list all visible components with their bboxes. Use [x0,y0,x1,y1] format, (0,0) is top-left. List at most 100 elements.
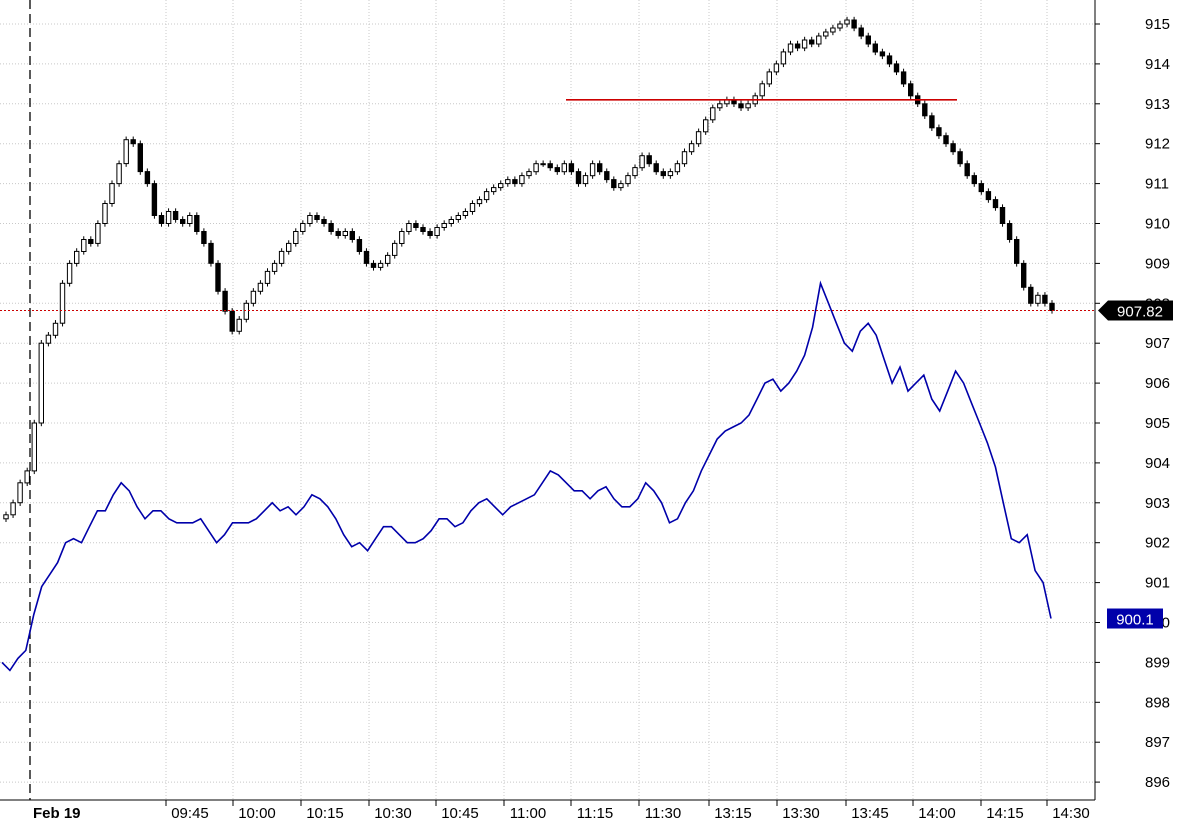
y-tick-label: 899 [1145,654,1170,671]
candle [971,175,977,185]
candle [787,43,794,53]
candle [455,215,462,220]
x-axis-ticks: 09:45 10:00 10:15 10:30 10:45 11:00 11:15 11:30… [165,800,1090,822]
candle [158,215,165,224]
x-tick-label: 11:15 [577,805,613,822]
candle [52,322,59,336]
candle [441,223,447,228]
candle [151,183,158,217]
y-tick-label: 901 [1145,575,1170,592]
x-tick-label: 10:45 [441,805,479,822]
candle [3,514,9,520]
candle [498,183,504,189]
candle [865,35,871,45]
candle [208,242,214,264]
candle [660,171,666,177]
candle [851,19,857,29]
candle [1049,302,1055,311]
candle [858,27,864,37]
candle [717,103,723,109]
candle [908,83,914,97]
candle [476,199,483,205]
candle [674,163,681,173]
candle [286,242,292,252]
candle [794,43,801,49]
candle [38,342,44,424]
candle [123,139,129,165]
blue-line-series [1,280,1052,672]
x-tick-label: 11:00 [510,805,546,822]
candle [738,103,744,109]
y-tick-label: 915 [1145,16,1170,33]
candle [356,239,363,252]
candlestick-series [3,16,1055,522]
x-tick-label: 13:45 [851,805,889,822]
candle [589,163,596,177]
y-tick-label: 911 [1145,176,1169,193]
candle [194,215,200,232]
candle [964,163,970,177]
candle [406,223,412,232]
candle [293,231,299,244]
candle [978,183,984,193]
candle [257,282,264,292]
candle [801,39,808,49]
candle [632,167,638,177]
y-tick-label: 896 [1145,774,1170,791]
candle [321,219,327,224]
x-tick-label: 14:30 [1052,805,1090,822]
candle [900,71,907,85]
candle [519,175,525,185]
candle [377,262,384,268]
candle [929,115,935,129]
candle [59,282,66,324]
candle [1042,294,1048,304]
candle [823,31,829,37]
last-price-tag [1098,300,1173,321]
candle [434,227,440,236]
candle [505,179,511,185]
y-tick-label: 910 [1145,216,1170,233]
y-tick-label: 904 [1145,455,1170,472]
candle [766,71,772,85]
candle [300,223,306,232]
x-tick-label: 14:15 [986,805,1024,822]
candle [950,143,956,153]
candle [31,422,37,472]
candle [745,103,751,109]
candle [307,215,313,224]
candle [943,135,949,145]
candle [1035,294,1041,304]
candle [611,179,617,189]
candle [172,211,179,220]
blue-last-tag [1107,608,1163,629]
candle [893,63,900,73]
candle [88,239,94,244]
candle [809,39,815,45]
candle [618,183,624,189]
candle [759,83,765,97]
candle [985,191,992,201]
blue-last-tag-label: 900.1 [1116,612,1154,629]
candle [625,175,631,185]
candle [370,262,377,268]
candle [130,139,136,145]
candle [392,242,398,256]
candle [201,231,207,244]
candle [533,163,539,173]
candle [236,318,242,332]
x-tick-label: 10:30 [374,805,412,822]
candle [561,163,567,173]
candle [137,143,144,173]
candle [681,151,688,165]
candle [187,215,193,224]
candle [922,103,928,117]
y-tick-label: 903 [1145,495,1170,512]
candle [74,250,80,264]
y-tick-label: 914 [1145,56,1170,73]
candle [264,270,271,284]
candle [992,199,999,209]
candle [24,470,30,484]
candle [547,163,553,169]
candle [837,23,843,29]
